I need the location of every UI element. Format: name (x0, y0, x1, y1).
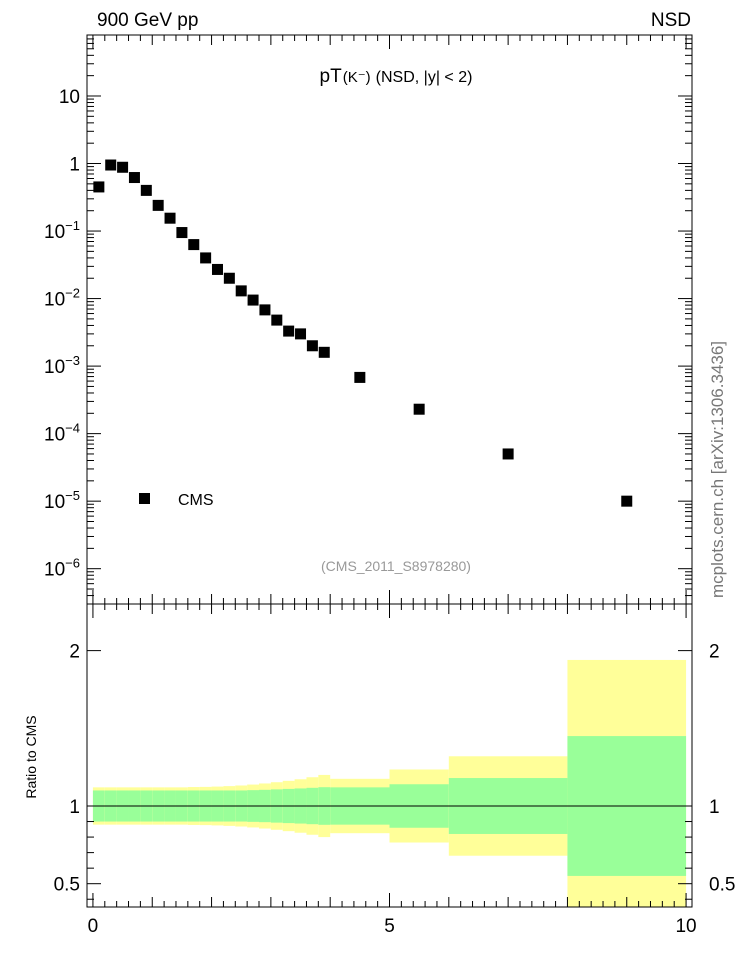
data-point (354, 371, 366, 383)
data-point (306, 340, 318, 352)
ratio-bands (92, 659, 687, 907)
data-point (295, 328, 307, 340)
data-point (621, 495, 633, 507)
main-axis-ticks (87, 34, 692, 605)
analysis-watermark: (CMS_2011_S8978280) (321, 558, 471, 574)
ratio-y-tick-label-right: 0.5 (709, 875, 735, 896)
data-point (413, 403, 425, 415)
data-point (223, 272, 235, 284)
data-point (211, 263, 223, 275)
data-point (247, 294, 259, 306)
data-point (200, 252, 212, 264)
data-points (93, 159, 633, 507)
data-point (128, 172, 140, 184)
data-point (235, 285, 247, 297)
main-plot-frame (86, 34, 693, 605)
data-point (176, 227, 188, 239)
main-y-tick-labels: 10 1 10−1 10−2 10−3 10−4 10−5 10−6 (44, 87, 80, 581)
data-point (502, 448, 514, 460)
y-tick-label: 10−5 (44, 488, 80, 513)
data-point (283, 325, 295, 337)
y-tick-label: 10−3 (44, 353, 80, 378)
ratio-y-axis-label: Ratio to CMS (23, 715, 39, 798)
ratio-y-tick-labels: 0.5 0.5 1 1 2 2 (54, 642, 736, 896)
data-point (271, 314, 283, 326)
data-point (259, 304, 271, 316)
legend-marker (139, 493, 150, 504)
x-tick-labels: 0 5 10 (88, 916, 697, 937)
data-point (318, 346, 330, 358)
source-watermark: mcplots.cern.ch [arXiv:1306.3436] (708, 340, 727, 598)
chart-title: pT(K⁻) (NSD, |y| < 2) (320, 66, 473, 87)
y-tick-label: 10−4 (44, 421, 80, 446)
x-tick-label: 10 (675, 916, 696, 937)
data-point (164, 212, 176, 224)
x-tick-label: 0 (88, 916, 99, 937)
header-left-label: 900 GeV pp (97, 10, 198, 31)
ratio-y-tick-label-right: 1 (709, 797, 720, 818)
ratio-y-tick-label-right: 2 (709, 642, 720, 663)
data-point (93, 181, 105, 193)
ratio-y-tick-label: 0.5 (54, 875, 80, 896)
ratio-plot-frame (86, 603, 693, 908)
data-point (152, 199, 164, 211)
y-tick-label: 1 (69, 155, 80, 176)
data-point (140, 184, 152, 196)
legend-label-cms: CMS (178, 492, 214, 509)
ratio-y-tick-label: 2 (69, 642, 80, 663)
ratio-y-tick-label: 1 (69, 797, 80, 818)
data-point (117, 161, 129, 173)
header-right-label: NSD (651, 10, 691, 31)
y-tick-label: 10−1 (44, 218, 80, 243)
y-tick-label: 10 (59, 87, 80, 108)
y-tick-label: 10−2 (44, 286, 80, 311)
data-point (105, 159, 117, 171)
data-point (188, 239, 200, 251)
y-tick-label: 10−6 (44, 556, 80, 581)
x-tick-label: 5 (384, 916, 395, 937)
ratio-axis-ticks (87, 604, 692, 907)
